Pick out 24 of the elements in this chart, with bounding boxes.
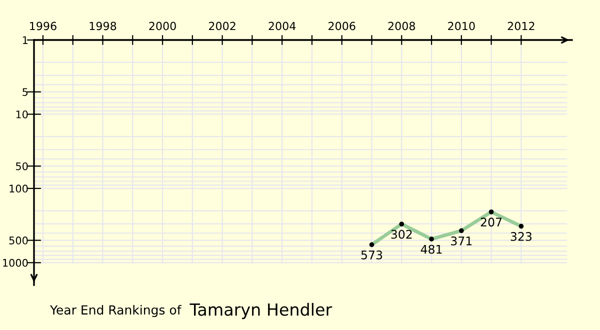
data-label: 481 bbox=[420, 244, 442, 254]
y-tick-label: 1000 bbox=[3, 258, 28, 267]
data-label: 371 bbox=[451, 236, 472, 246]
x-tick-label: 2012 bbox=[508, 22, 534, 30]
x-tick-label: 2000 bbox=[149, 22, 176, 30]
y-tick-label: 50 bbox=[16, 162, 28, 170]
y-tick-label: 10 bbox=[16, 110, 28, 118]
x-tick-label: 2008 bbox=[388, 22, 416, 30]
y-tick-label: 1 bbox=[22, 36, 28, 44]
y-tick-label: 100 bbox=[10, 184, 28, 193]
x-tick-label: 2010 bbox=[448, 22, 475, 30]
x-tick-label: 2004 bbox=[268, 22, 296, 30]
x-tick-label: 2006 bbox=[328, 22, 356, 30]
y-tick-label: 500 bbox=[9, 236, 28, 244]
x-tick-label: 2002 bbox=[208, 22, 236, 30]
data-label: 573 bbox=[361, 250, 382, 260]
x-tick-label: 1996 bbox=[30, 22, 56, 30]
data-label: 302 bbox=[391, 230, 412, 239]
y-tick-label: 5 bbox=[22, 88, 28, 96]
x-tick-label: 1998 bbox=[90, 22, 116, 30]
data-label: 207 bbox=[480, 218, 502, 227]
text: Tamaryn Hendler bbox=[190, 302, 332, 320]
data-label: 323 bbox=[510, 232, 532, 241]
text: Year End Rankings of bbox=[50, 304, 182, 318]
